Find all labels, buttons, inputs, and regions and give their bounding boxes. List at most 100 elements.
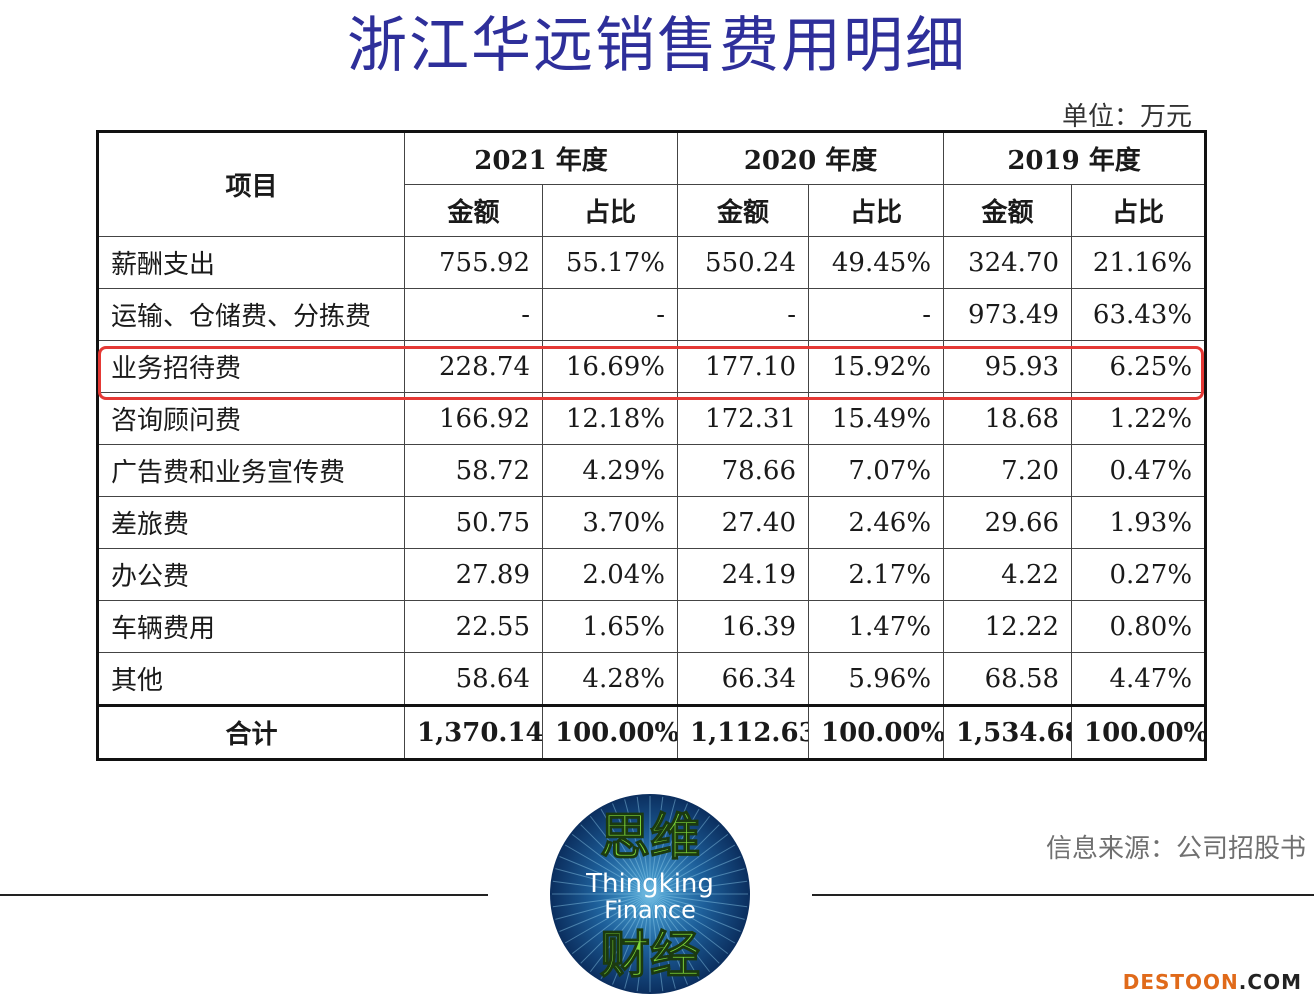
logo-ray <box>649 868 745 895</box>
logo-ray <box>589 893 651 973</box>
cell: - <box>541 288 679 341</box>
logo-ray <box>649 893 736 944</box>
row-label: 广告费和业务宣传费 <box>97 444 405 497</box>
total-cell: 1,112.63 <box>677 704 810 760</box>
logo-ray <box>649 893 688 985</box>
cell: 68.58 <box>943 652 1073 706</box>
year-header: 2020 年度 <box>677 131 945 185</box>
table-row: 差旅费 50.75 3.70% 27.40 2.46% 29.66 1.93% <box>97 496 1207 549</box>
logo-ray <box>649 803 688 895</box>
cell: 973.49 <box>943 288 1073 341</box>
cell: 22.55 <box>404 600 543 653</box>
total-cell: 100.00% <box>1071 704 1207 760</box>
source-note: 信息来源：公司招股书 <box>1045 834 1306 864</box>
logo-top-text: 思维 <box>600 808 700 866</box>
cell: 7.20 <box>943 444 1073 497</box>
cell: - <box>677 288 810 341</box>
cell: 1.47% <box>808 600 945 653</box>
year-header: 2021 年度 <box>403 131 679 185</box>
cell: 12.22 <box>943 600 1073 653</box>
total-cell: 100.00% <box>541 704 679 760</box>
cell: 78.66 <box>677 444 810 497</box>
logo-ray <box>600 893 651 980</box>
row-label: 咨询顾问费 <box>97 392 405 445</box>
row-label: 办公费 <box>97 548 405 601</box>
watermark-brand: DESTOON <box>1122 970 1239 994</box>
cell: 0.27% <box>1071 548 1207 601</box>
highlight-box <box>98 346 1204 400</box>
cell: 49.45% <box>808 236 945 289</box>
cell: - <box>808 288 945 341</box>
cell: 755.92 <box>404 236 543 289</box>
cell: 1.93% <box>1071 496 1207 549</box>
cell: 18.68 <box>943 392 1073 445</box>
cell: 0.47% <box>1071 444 1207 497</box>
logo-ray <box>649 893 700 980</box>
divider-right <box>812 894 1314 896</box>
cell: 5.96% <box>808 652 945 706</box>
row-label: 差旅费 <box>97 496 405 549</box>
logo-ray <box>649 815 711 895</box>
logo-ray <box>649 893 711 973</box>
cell: 3.70% <box>541 496 679 549</box>
watermark-dot: . <box>1238 970 1248 994</box>
cell: 50.75 <box>404 496 543 549</box>
thinking-finance-logo: 思维 Thingking Finance 财经 <box>550 794 750 994</box>
logo-ray <box>649 893 741 932</box>
cell: 2.46% <box>808 496 945 549</box>
cell: 2.04% <box>541 548 679 601</box>
cell: 4.22 <box>943 548 1073 601</box>
cell: 324.70 <box>943 236 1073 289</box>
logo-ray <box>649 893 676 989</box>
logo-ray <box>649 844 736 895</box>
logo-ray <box>559 893 651 932</box>
cell: 29.66 <box>943 496 1073 549</box>
cell: 2.17% <box>808 548 945 601</box>
logo-ray <box>649 833 729 895</box>
logo-ray <box>649 893 729 955</box>
logo-ray <box>552 893 651 908</box>
cell: 58.72 <box>404 444 543 497</box>
cell: 21.16% <box>1071 236 1207 289</box>
cell: 4.29% <box>541 444 679 497</box>
item-header: 项目 <box>97 131 405 237</box>
expense-table: 项目 2021 年度 2020 年度 2019 年度 金额 占比 金额 占比 金… <box>96 130 1208 761</box>
table-row: 广告费和业务宣传费 58.72 4.29% 78.66 7.07% 7.20 0… <box>97 444 1207 497</box>
cell: 4.47% <box>1071 652 1207 706</box>
logo-ray <box>649 856 741 895</box>
table-row: 车辆费用 22.55 1.65% 16.39 1.47% 12.22 0.80% <box>97 600 1207 653</box>
cell: 66.34 <box>677 652 810 706</box>
logo-ray <box>559 856 651 895</box>
cell: 55.17% <box>541 236 679 289</box>
ratio-header: 占比 <box>808 184 945 237</box>
logo-ray <box>564 893 651 944</box>
logo-ray <box>555 893 651 920</box>
cell: 172.31 <box>677 392 810 445</box>
cell: 12.18% <box>541 392 679 445</box>
table-row: 运输、仓储费、分拣费 - - - - 973.49 63.43% <box>97 288 1207 341</box>
logo-ray <box>649 824 720 895</box>
logo-ray <box>624 799 651 895</box>
logo-ray <box>649 893 745 920</box>
logo-ray <box>589 815 651 895</box>
logo-ray <box>649 880 748 895</box>
year-header: 2019 年度 <box>943 131 1207 185</box>
cell: 1.22% <box>1071 392 1207 445</box>
cell: 16.39 <box>677 600 810 653</box>
logo-ray <box>649 893 748 908</box>
cell: 27.40 <box>677 496 810 549</box>
logo-ray <box>612 893 651 985</box>
logo-ray <box>600 808 651 895</box>
logo-ray <box>636 893 651 992</box>
amount-header: 金额 <box>677 184 810 237</box>
cell: 24.19 <box>677 548 810 601</box>
cell: 4.28% <box>541 652 679 706</box>
ratio-header: 占比 <box>1071 184 1207 237</box>
logo-ray <box>571 833 651 895</box>
cell: - <box>404 288 543 341</box>
logo-ray <box>552 880 651 895</box>
logo-ray <box>649 808 700 895</box>
table-row: 薪酬支出 755.92 55.17% 550.24 49.45% 324.70 … <box>97 236 1207 289</box>
cell: 27.89 <box>404 548 543 601</box>
table-row: 办公费 27.89 2.04% 24.19 2.17% 4.22 0.27% <box>97 548 1207 601</box>
